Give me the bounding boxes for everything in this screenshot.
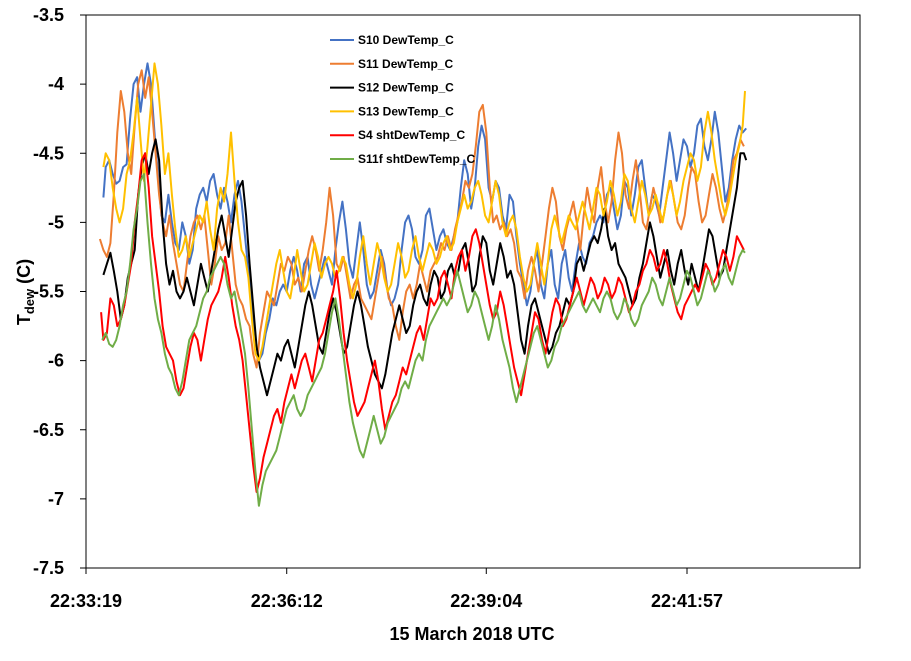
legend: S10 DewTemp_C S11 DewTemp_C S12 DewTemp_C S… (330, 33, 475, 166)
x-tick-label: 22:41:57 (651, 591, 723, 611)
axes (80, 14, 688, 574)
x-tick-label: 22:36:12 (251, 591, 323, 611)
x-tick-label: 22:39:04 (450, 591, 522, 611)
y-axis-title-main: T (14, 314, 34, 325)
series-line-4 (102, 62, 746, 362)
x-tick-label: 22:33:19 (50, 591, 122, 611)
y-tick-label: -4.5 (33, 143, 64, 163)
series-line-3 (102, 138, 748, 397)
y-tick-label: -7.5 (33, 558, 64, 578)
series-line-1 (102, 62, 747, 362)
series-line-6 (101, 173, 746, 507)
y-tick-label: -5.5 (33, 282, 64, 302)
y-axis-title-unit: (C) (14, 259, 34, 289)
legend-label-6: S11f shtDewTemp_C (358, 152, 475, 166)
legend-label-1: S10 DewTemp_C (358, 33, 454, 47)
legend-label-4: S13 DewTemp_C (358, 104, 454, 118)
series-layer (98, 62, 748, 507)
x-tick-labels: 22:33:19 22:36:12 22:39:04 22:41:57 (50, 591, 723, 611)
y-tick-label: -6 (48, 351, 64, 371)
y-tick-label: -3.5 (33, 5, 64, 25)
y-tick-label: -7 (48, 489, 64, 509)
y-tick-label: -6.5 (33, 420, 64, 440)
y-axis-title: Tdew (C) (14, 259, 37, 325)
x-axis-title: 15 March 2018 UTC (389, 624, 554, 644)
legend-label-5: S4 shtDewTemp_C (358, 128, 465, 142)
legend-label-2: S11 DewTemp_C (358, 57, 453, 71)
legend-label-3: S12 DewTemp_C (358, 81, 454, 95)
y-tick-label: -5 (48, 212, 64, 232)
y-tick-labels: -3.5 -4 -4.5 -5 -5.5 -6 -6.5 -7 -7.5 (33, 5, 64, 578)
y-axis-title-subscript: dew (22, 288, 37, 314)
series-line-5 (100, 152, 745, 493)
y-tick-label: -4 (48, 74, 64, 94)
